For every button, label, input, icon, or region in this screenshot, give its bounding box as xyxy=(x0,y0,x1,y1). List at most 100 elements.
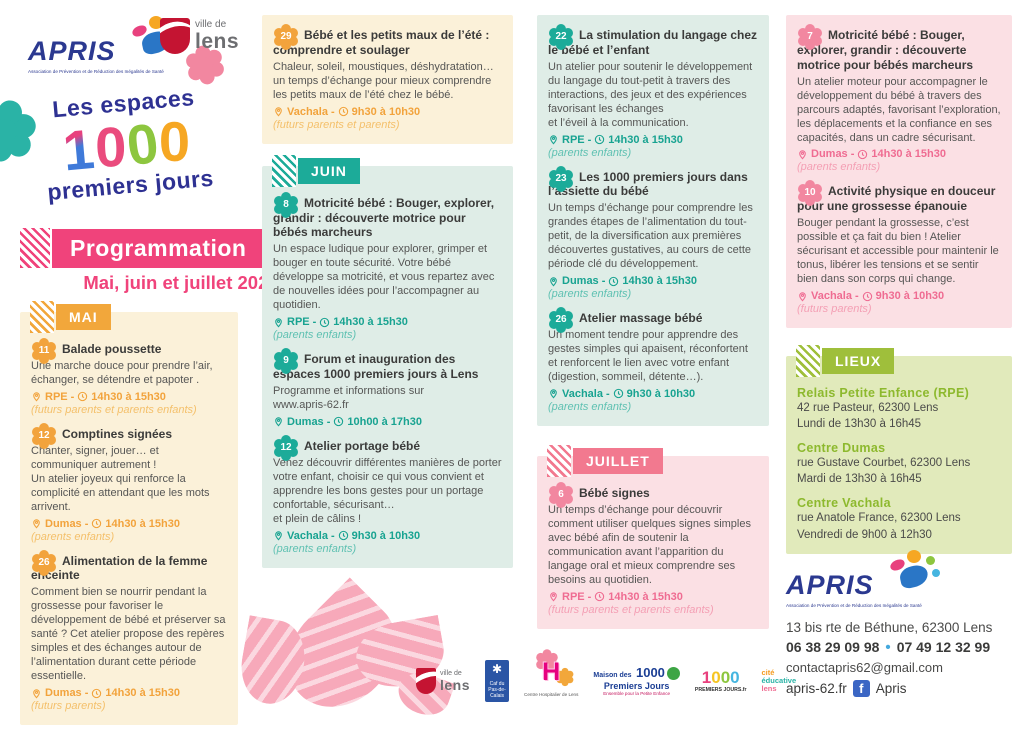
caf-icon: ✱ Caf du Pas-de-Calais xyxy=(485,660,510,702)
event-description: Chanter, signer, jouer… et communiquer a… xyxy=(31,444,210,513)
event-place: RPE xyxy=(45,390,68,403)
website-link[interactable]: apris-62.fr xyxy=(786,680,847,696)
lens-shield-icon xyxy=(416,668,436,694)
event-time: 9h30 à 10h30 xyxy=(351,105,421,118)
separator: - xyxy=(850,148,855,161)
flower-icon xyxy=(556,489,566,500)
event-day: 23 xyxy=(555,172,567,184)
event-card: 12 Comptines signées Chanter, signer, jo… xyxy=(31,427,227,543)
event-title: Forum et inauguration des espaces 1000 p… xyxy=(273,352,479,381)
event-title: Alimentation de la femme enceinte xyxy=(31,553,208,583)
hatch-decoration xyxy=(547,444,571,477)
lieux-card: LIEUX Relais Petite Enfance (RPE) 42 rue… xyxy=(786,345,1012,554)
place-address: rue Anatole France, 62300 Lens xyxy=(797,512,961,525)
event-time: 14h30 à 15h30 xyxy=(622,275,697,288)
place-name: Relais Petite Enfance (RPE) xyxy=(797,386,970,401)
event-description: Un atelier moteur pour accompagner le dé… xyxy=(797,75,1001,144)
period-subtitle: Mai, juin et juillet 2026 xyxy=(83,272,279,293)
event-description: Un espace ludique pour explorer, grimper… xyxy=(273,243,495,312)
column-juin-1: 29 Bébé et les petits maux de l’été : co… xyxy=(262,15,513,568)
event-place: Vachala xyxy=(287,529,328,542)
juin-overflow-card: 22 La stimulation du langage chez le béb… xyxy=(537,15,769,426)
separator: - xyxy=(70,390,75,403)
event-description: Venez découvrir différentes manières de … xyxy=(273,456,502,525)
place-hours: Vendredi de 9h00 à 12h30 xyxy=(797,528,932,541)
event-description: Comment bien se nourrir pendant la gross… xyxy=(31,586,226,683)
place-rpe: Relais Petite Enfance (RPE) 42 rue Paste… xyxy=(797,386,1001,432)
maison-1000-premiers-jours-logo: Maison des 1000 Premiers Jours Ensemble … xyxy=(593,665,680,696)
event-audience: (parents enfants) xyxy=(797,161,881,174)
event-place: Vachala xyxy=(562,387,603,400)
place-hours: Mardi de 13h30 à 16h45 xyxy=(797,473,922,486)
event-place: RPE xyxy=(287,316,310,329)
event-title: Comptines signées xyxy=(62,426,173,441)
clock-icon xyxy=(595,591,605,602)
event-title: Balade poussette xyxy=(62,342,162,356)
event-day-badge: 12 xyxy=(273,435,299,461)
apris-logo-tagline: Association de Prévention et de Réductio… xyxy=(28,69,164,74)
event-day-badge: 10 xyxy=(797,180,823,206)
event-place: Dumas xyxy=(45,687,82,700)
page-title: Les espaces 1000 premiers jours xyxy=(16,81,239,208)
centre-hospitalier-lens-logo: H Centre Hospitalier de Lens xyxy=(524,657,579,698)
event-location-time: Vachala - 9h30 à 10h30 xyxy=(273,530,502,542)
place-address: rue Gustave Courbet, 62300 Lens xyxy=(797,457,971,470)
flower-icon xyxy=(281,356,291,367)
contact-email[interactable]: contactapris62@gmail.com xyxy=(786,659,943,675)
event-day: 6 xyxy=(558,488,564,500)
flower-icon xyxy=(556,32,566,42)
facebook-icon[interactable]: f xyxy=(852,679,870,697)
event-audience: (futurs parents et parents enfants) xyxy=(31,403,197,416)
clock-icon xyxy=(78,392,88,402)
programmation-banner: Programmation xyxy=(20,228,265,268)
hatch-decoration xyxy=(30,301,54,333)
location-pin-icon xyxy=(33,688,40,699)
event-day: 22 xyxy=(555,31,567,42)
clock-icon xyxy=(320,317,330,327)
apris-logo-dots-icon xyxy=(888,549,950,596)
event-card: 10 Activité physique en douceur pour une… xyxy=(797,184,1001,315)
event-location-time: RPE - 14h30 à 15h30 xyxy=(548,591,758,603)
clock-icon xyxy=(609,276,619,286)
flower-icon xyxy=(805,32,815,42)
event-audience: (parents enfants) xyxy=(548,400,632,413)
separator: - xyxy=(854,290,859,303)
event-day-badge: 8 xyxy=(273,192,299,218)
event-title: La stimulation du langage chez le bébé e… xyxy=(548,28,758,57)
flower-icon xyxy=(39,557,49,568)
contact-phones: 06 38 29 09 98 • 07 49 12 32 99 xyxy=(786,639,1012,656)
location-pin-icon xyxy=(550,135,557,145)
hospital-h-icon: H xyxy=(542,657,561,686)
event-place: Vachala xyxy=(287,105,328,118)
separator: - xyxy=(601,275,606,288)
clock-icon xyxy=(858,149,868,160)
location-pin-icon xyxy=(799,291,806,302)
hatch-decoration xyxy=(20,228,50,268)
juillet-banner: JUILLET xyxy=(547,444,663,477)
event-day-badge: 26 xyxy=(31,550,57,576)
lieux-banner: LIEUX xyxy=(796,345,895,378)
facebook-page-name[interactable]: Apris xyxy=(875,680,907,696)
event-place: Dumas xyxy=(45,517,82,530)
event-card: 12 Atelier portage bébé Venez découvrir … xyxy=(273,439,502,555)
event-location-time: Vachala - 9h30 à 10h30 xyxy=(548,388,758,400)
event-card: 7 Motricité bébé : Bouger, explorer, gra… xyxy=(797,28,1001,173)
cite-educative-lens-logo: cité éducative lens xyxy=(761,667,797,694)
clock-icon xyxy=(92,518,102,529)
event-location-time: RPE - 14h30 à 15h30 xyxy=(273,316,502,328)
event-day-badge: 12 xyxy=(31,423,57,449)
location-pin-icon xyxy=(275,317,282,328)
flower-icon xyxy=(39,346,49,356)
event-day-badge: 22 xyxy=(548,24,574,50)
event-day: 29 xyxy=(280,31,292,42)
apris-logo-name: APRIS xyxy=(786,569,874,600)
event-time: 14h30 à 15h30 xyxy=(105,517,180,530)
hatch-decoration xyxy=(796,345,820,378)
event-day: 26 xyxy=(555,314,567,326)
place-dumas: Centre Dumas rue Gustave Courbet, 62300 … xyxy=(797,441,1001,487)
column-juillet-lieux: 7 Motricité bébé : Bouger, explorer, gra… xyxy=(786,15,1012,697)
event-description: Un temps d’échange pour découvrir commen… xyxy=(548,503,751,586)
event-place: RPE xyxy=(562,590,585,603)
location-pin-icon xyxy=(33,392,40,402)
event-description: Un moment tendre pour apprendre des gest… xyxy=(548,329,748,383)
